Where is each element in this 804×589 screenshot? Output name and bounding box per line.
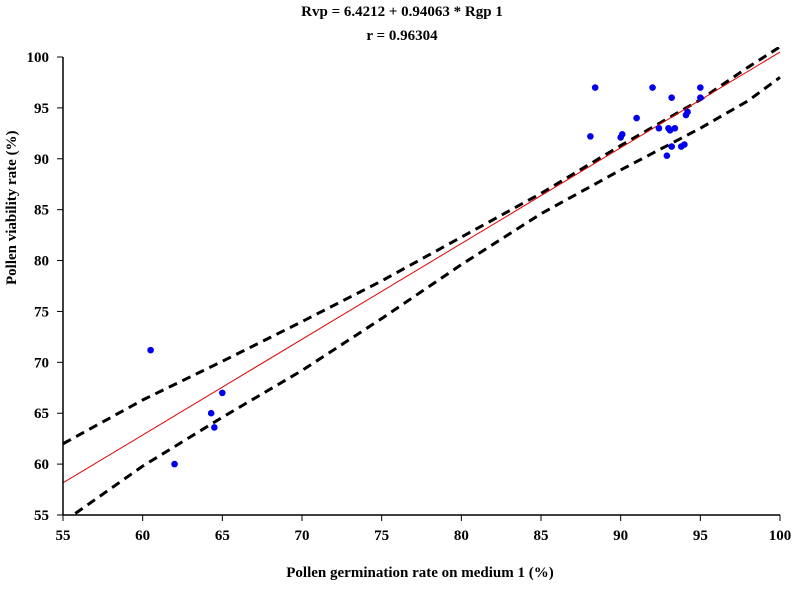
x-tick-label: 100: [769, 528, 792, 544]
confidence-band-upper: [63, 47, 781, 446]
y-tick-label: 70: [34, 355, 49, 371]
x-tick-label: 60: [135, 528, 150, 544]
y-tick-label: 80: [34, 254, 49, 270]
y-tick-label: 55: [34, 508, 49, 524]
x-tick-label: 80: [454, 528, 469, 544]
data-point: [697, 94, 704, 102]
data-point: [211, 424, 218, 431]
chart-subtitle: r = 0.96304: [366, 28, 438, 44]
data-point: [684, 108, 691, 116]
data-point: [587, 133, 594, 140]
y-tick-label: 60: [34, 457, 49, 473]
regression-line: [63, 51, 781, 484]
y-tick-label: 75: [34, 304, 49, 320]
y-tick-label: 95: [34, 101, 49, 117]
data-point: [207, 409, 215, 417]
confidence-band-lower: [70, 76, 781, 515]
data-point: [171, 460, 178, 468]
data-point: [655, 124, 663, 132]
x-axis-label: Pollen germination rate on medium 1 (%): [286, 565, 554, 581]
data-point: [219, 389, 226, 397]
data-point: [663, 152, 671, 160]
y-tick-label: 85: [34, 203, 49, 219]
data-point: [671, 124, 679, 132]
data-point: [633, 114, 640, 122]
x-tick-label: 90: [613, 528, 628, 544]
data-point: [668, 143, 675, 150]
y-axis-label: Pollen viability rate (%): [4, 130, 20, 285]
x-tick-label: 95: [693, 528, 708, 544]
data-point: [147, 346, 154, 354]
data-point: [591, 84, 599, 91]
y-tick-label: 100: [27, 50, 50, 66]
data-point: [668, 94, 675, 102]
x-tick-label: 75: [374, 528, 389, 544]
x-tick-label: 70: [295, 528, 310, 544]
x-tick-label: 65: [215, 528, 230, 544]
x-tick-label: 55: [56, 528, 71, 544]
data-point: [681, 141, 688, 148]
chart-title: Rvp = 6.4212 + 0.94063 * Rgp 1: [301, 4, 503, 20]
data-point: [618, 131, 626, 138]
data-point: [697, 84, 704, 91]
data-point: [649, 84, 656, 91]
x-tick-label: 85: [534, 528, 549, 544]
y-tick-label: 65: [34, 406, 49, 422]
y-tick-label: 90: [34, 152, 49, 168]
